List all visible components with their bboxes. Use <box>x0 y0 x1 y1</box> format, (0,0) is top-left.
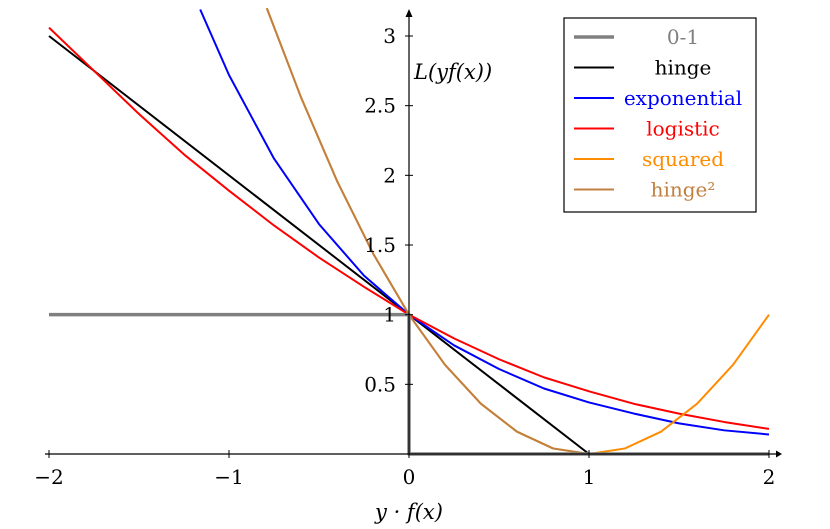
y-axis-arrowhead <box>405 9 413 17</box>
legend-label-exponential: exponential <box>624 86 742 110</box>
y-tick-label: 2.5 <box>364 94 396 118</box>
legend-box <box>563 17 757 213</box>
x-axis-arrowhead <box>776 450 782 458</box>
x-axis-label: y · f(x) <box>374 500 443 524</box>
legend-label-hinge: hinge <box>655 56 712 80</box>
legend-label-0-1: 0-1 <box>667 25 699 49</box>
legend-label-squared: squared <box>642 147 724 171</box>
x-tick-label: 0 <box>403 465 416 489</box>
x-tick-label: −2 <box>34 465 63 489</box>
x-tick-label: 2 <box>763 465 776 489</box>
y-tick-label: 3 <box>383 24 396 48</box>
legend: 0-1 hinge exponential logistic squared hinge² <box>563 17 757 213</box>
legend-label-logistic: logistic <box>646 117 720 141</box>
x-tick-label: −1 <box>214 465 243 489</box>
y-tick-label: 1.5 <box>364 233 396 257</box>
series-line-exponential <box>199 9 770 436</box>
axes <box>45 9 782 458</box>
x-tick-label: 1 <box>583 465 596 489</box>
y-tick-label: 2 <box>383 163 396 187</box>
legend-label-hinge-squared: hinge² <box>651 178 716 202</box>
y-tick-label: 0.5 <box>364 372 396 396</box>
y-axis-label: L(yf(x)) <box>413 60 492 84</box>
y-tick-label: 1 <box>383 303 396 327</box>
